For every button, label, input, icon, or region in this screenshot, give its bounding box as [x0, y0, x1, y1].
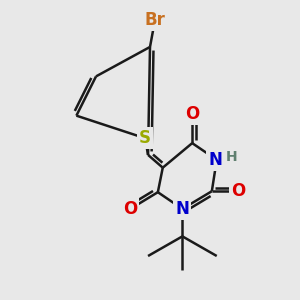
Text: O: O	[185, 105, 199, 123]
Text: N: N	[176, 200, 189, 218]
Text: S: S	[139, 129, 151, 147]
Text: N: N	[208, 151, 222, 169]
Text: O: O	[231, 182, 245, 200]
Text: H: H	[226, 150, 237, 164]
Text: O: O	[123, 200, 137, 218]
Text: Br: Br	[145, 11, 165, 29]
